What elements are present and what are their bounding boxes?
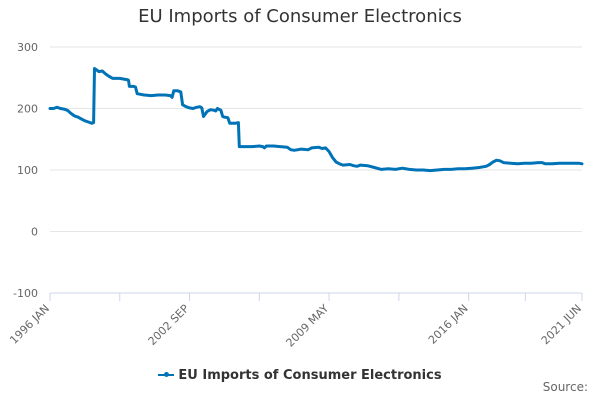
x-axis: 1996 JAN 2002 SEP 2009 MAY 2016 JAN 2021 JUN bbox=[7, 292, 584, 350]
series-layer bbox=[48, 67, 584, 173]
y-tick-label: 100 bbox=[17, 164, 38, 177]
x-tick-label: 2021 JUN bbox=[539, 302, 584, 347]
y-tick-label: 300 bbox=[17, 41, 38, 54]
legend-label: EU Imports of Consumer Electronics bbox=[178, 367, 442, 383]
y-tick-label: 0 bbox=[31, 226, 38, 239]
legend-item[interactable]: EU Imports of Consumer Electronics bbox=[158, 367, 442, 383]
source-credit: Source: bbox=[542, 380, 588, 394]
y-tick-label: 200 bbox=[17, 103, 38, 116]
x-tick-label: 2002 SEP bbox=[146, 302, 192, 348]
x-tick-label: 2009 MAY bbox=[284, 302, 332, 350]
y-axis-labels: -100 0 100 200 300 bbox=[13, 41, 38, 300]
legend: EU Imports of Consumer Electronics bbox=[0, 365, 600, 383]
x-tick-label: 2016 JAN bbox=[426, 302, 471, 347]
legend-dot-icon bbox=[164, 372, 170, 377]
x-tick-label: 1996 JAN bbox=[7, 302, 52, 347]
y-tick-label: -100 bbox=[13, 287, 38, 300]
series-line[interactable] bbox=[48, 67, 584, 173]
chart-title: EU Imports of Consumer Electronics bbox=[138, 6, 462, 27]
legend-line-icon bbox=[158, 372, 175, 377]
